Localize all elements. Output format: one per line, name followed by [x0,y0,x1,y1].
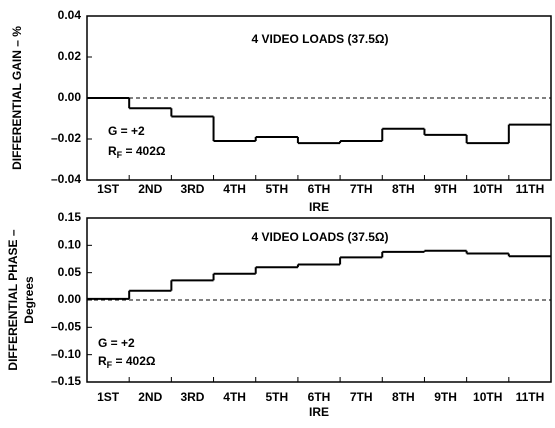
y-tick-label: 0.00 [58,90,82,104]
x-tick-label: 1ST [97,182,120,196]
x-axis-label: IRE [309,200,329,214]
x-tick-label: 11TH [516,182,545,196]
y-axis-label: DIFFERENTIAL GAIN – % [10,26,24,170]
y-tick-label: 0.00 [58,292,82,306]
x-tick-label: 10TH [473,182,502,196]
x-tick-label: 6TH [308,182,331,196]
rf-main: R [108,144,117,158]
x-tick-label: 5TH [265,182,288,196]
y-tick-label: 0.02 [58,49,82,63]
x-tick-label: 7TH [350,182,373,196]
x-tick-label: 8TH [392,390,415,404]
y-tick-label: 0.10 [58,238,82,252]
x-tick-label: 3RD [180,182,204,196]
x-tick-label: 1ST [97,390,120,404]
y-tick-label: 0.04 [58,8,82,22]
rf-rest: = 402Ω [112,354,156,368]
annotation-gain: G = +2 [98,336,135,350]
x-tick-label: 7TH [350,390,373,404]
rf-main: R [98,354,107,368]
x-tick-label: 6TH [308,390,331,404]
annotation-rf: RF = 402Ω [108,144,166,160]
annotation-title: 4 VIDEO LOADS (37.5Ω) [252,230,389,244]
x-tick-label: 10TH [473,390,502,404]
x-tick-label: 3RD [180,390,204,404]
annotation-gain: G = +2 [108,124,145,138]
rf-sub: F [117,150,123,160]
x-axis-label: IRE [309,405,329,419]
annotation-title: 4 VIDEO LOADS (37.5Ω) [252,32,389,46]
y-tick-label: 0.15 [58,210,82,224]
x-tick-label: 9TH [434,182,457,196]
y-tick-label: –0.15 [51,374,81,388]
x-tick-label: 2ND [138,182,162,196]
rf-rest: = 402Ω [122,144,166,158]
y-axis-label: DIFFERENTIAL PHASE – [6,229,20,370]
x-tick-label: 5TH [265,390,288,404]
x-tick-label: 8TH [392,182,415,196]
y-axis-label: Degrees [22,276,36,324]
x-tick-label: 2ND [138,390,162,404]
y-tick-label: –0.10 [51,347,81,361]
y-tick-label: –0.04 [51,172,81,186]
y-tick-label: –0.02 [51,131,81,145]
y-tick-label: –0.05 [51,320,81,334]
x-tick-label: 4TH [223,390,246,404]
annotation-rf: RF = 402Ω [98,354,156,370]
rf-sub: F [107,360,113,370]
y-tick-label: 0.05 [58,265,82,279]
x-tick-label: 4TH [223,182,246,196]
x-tick-label: 9TH [434,390,457,404]
x-tick-label: 11TH [516,390,545,404]
